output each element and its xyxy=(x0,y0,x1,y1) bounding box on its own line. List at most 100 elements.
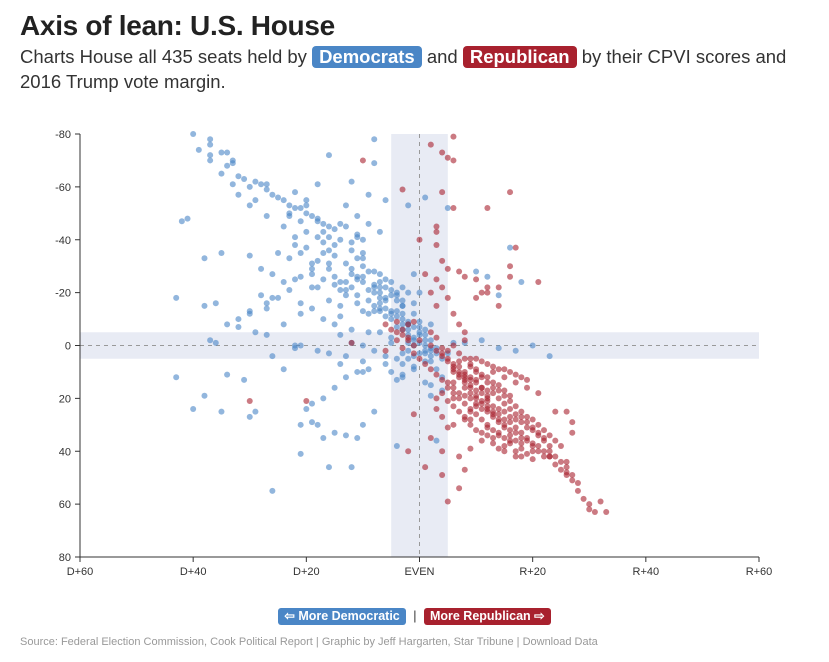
democrat-seat-point xyxy=(507,244,514,251)
republican-seat-point xyxy=(405,448,412,455)
republican-seat-point xyxy=(512,448,519,455)
republican-seat-point xyxy=(456,390,463,397)
democrats-badge: Democrats xyxy=(312,46,422,68)
republican-seat-point xyxy=(495,405,502,412)
democrat-seat-point xyxy=(388,279,395,286)
republican-seat-point xyxy=(467,355,474,362)
democrat-seat-point xyxy=(388,310,395,317)
republican-seat-point xyxy=(433,371,440,378)
democrat-seat-point xyxy=(337,220,344,227)
democrat-seat-point xyxy=(235,316,242,323)
republican-seat-point xyxy=(433,223,440,230)
democrat-seat-point xyxy=(399,310,406,317)
republican-seat-point xyxy=(461,384,468,391)
democrat-seat-point xyxy=(297,273,304,280)
republican-seat-point xyxy=(427,329,434,336)
republican-seat-point xyxy=(524,450,531,457)
republican-seat-point xyxy=(433,405,440,412)
republican-seat-point xyxy=(456,374,463,381)
republican-seat-point xyxy=(512,403,519,410)
democrat-seat-point xyxy=(308,212,315,219)
democrat-seat-point xyxy=(427,353,434,360)
republican-seat-point xyxy=(439,390,446,397)
republican-seat-point xyxy=(410,342,417,349)
republican-seat-point xyxy=(427,366,434,373)
subtitle-text-2: and xyxy=(426,46,458,67)
republican-seat-point xyxy=(422,464,429,471)
democrat-seat-point xyxy=(246,252,253,259)
republican-seat-point xyxy=(518,429,525,436)
republican-seat-point xyxy=(484,424,491,431)
republican-seat-point xyxy=(501,424,508,431)
democrat-seat-point xyxy=(405,326,412,333)
republican-seat-point xyxy=(597,498,604,505)
more-democratic-button[interactable]: ⇦ More Democratic xyxy=(278,608,406,625)
republican-seat-point xyxy=(501,366,508,373)
republican-seat-point xyxy=(495,432,502,439)
republican-seat-point xyxy=(456,363,463,370)
republican-seat-point xyxy=(444,498,451,505)
democrat-seat-point xyxy=(258,292,265,299)
democrat-seat-point xyxy=(365,310,372,317)
democrat-seat-point xyxy=(473,268,480,275)
more-republican-button[interactable]: More Republican ⇨ xyxy=(423,608,551,625)
democrat-seat-point xyxy=(292,242,299,249)
democrat-seat-point xyxy=(190,131,197,137)
democrat-seat-point xyxy=(416,289,423,296)
republican-seat-point xyxy=(518,440,525,447)
republican-seat-point xyxy=(467,421,474,428)
republican-seat-point xyxy=(557,442,564,449)
republican-seat-point xyxy=(495,411,502,418)
democrat-seat-point xyxy=(258,265,265,272)
republican-seat-point xyxy=(467,374,474,381)
republican-seat-point xyxy=(433,242,440,249)
x-tick-label: D+20 xyxy=(293,566,320,578)
y-tick-label: 0 xyxy=(65,341,71,353)
republican-seat-point xyxy=(501,416,508,423)
democrat-seat-point xyxy=(376,294,383,301)
democrat-seat-point xyxy=(331,226,338,233)
democrat-seat-point xyxy=(337,361,344,368)
democrat-seat-point xyxy=(342,292,349,299)
republican-seat-point xyxy=(478,384,485,391)
republican-seat-point xyxy=(416,236,423,243)
democrat-seat-point xyxy=(212,300,219,307)
democrat-seat-point xyxy=(382,276,389,283)
democrat-seat-point xyxy=(195,146,202,153)
democrat-seat-point xyxy=(546,353,553,360)
republican-seat-point xyxy=(478,416,485,423)
republican-seat-point xyxy=(382,321,389,328)
republican-seat-point xyxy=(461,329,468,336)
republican-seat-point xyxy=(512,379,519,386)
republican-seat-point xyxy=(439,149,446,156)
republican-seat-point xyxy=(433,347,440,354)
republican-seat-point xyxy=(540,453,547,460)
republican-seat-point xyxy=(461,273,468,280)
republican-seat-point xyxy=(388,326,395,333)
republican-seat-point xyxy=(473,376,480,383)
democrat-seat-point xyxy=(342,260,349,267)
democrat-seat-point xyxy=(263,212,270,219)
democrat-seat-point xyxy=(371,347,378,354)
republican-seat-point xyxy=(557,458,564,465)
republican-seat-point xyxy=(444,355,451,362)
democrat-seat-point xyxy=(416,331,423,338)
democrat-seat-point xyxy=(252,329,259,336)
republican-seat-point xyxy=(467,405,474,412)
democrat-seat-point xyxy=(320,220,327,227)
republican-seat-point xyxy=(563,472,570,479)
democrat-seat-point xyxy=(308,271,315,278)
democrat-seat-point xyxy=(331,273,338,280)
republican-seat-point xyxy=(563,458,570,465)
democrat-seat-point xyxy=(365,220,372,227)
democrat-seat-point xyxy=(410,323,417,330)
republican-seat-point xyxy=(467,363,474,370)
democrat-seat-point xyxy=(354,368,361,375)
chart-title: Axis of lean: U.S. House xyxy=(20,10,335,41)
republican-seat-point xyxy=(461,392,468,399)
republican-seat-point xyxy=(444,154,451,161)
democrat-seat-point xyxy=(235,191,242,198)
democrat-seat-point xyxy=(433,437,440,444)
republican-seat-point xyxy=(461,466,468,473)
republican-seat-point xyxy=(461,416,468,423)
